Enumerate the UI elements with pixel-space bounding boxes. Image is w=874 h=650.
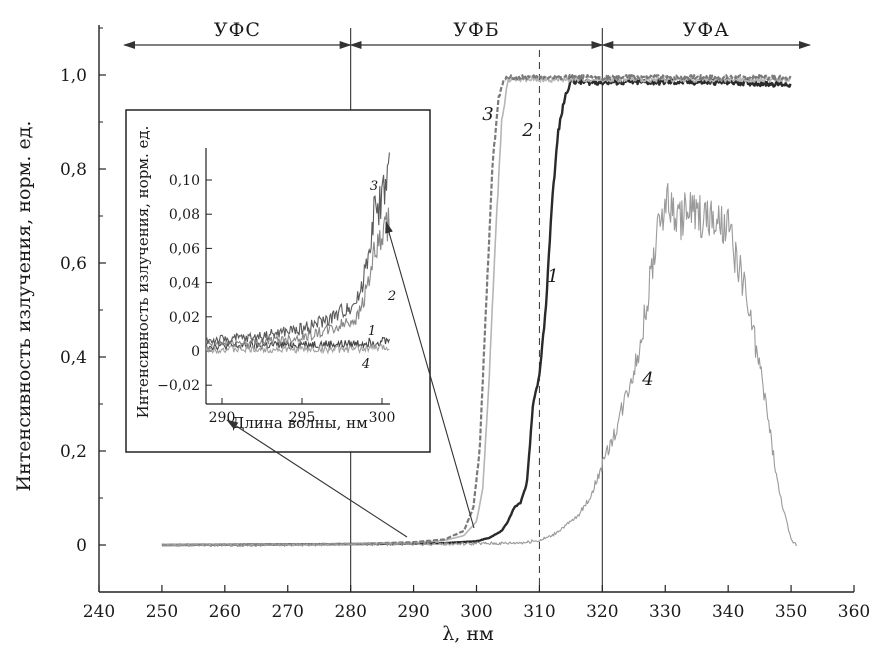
- region-label: УФБ: [453, 19, 499, 41]
- inset-y-axis-title: Интенсивность излучения, норм. ед.: [134, 126, 152, 419]
- inset-x-axis-title: Длина волны, нм: [232, 414, 368, 432]
- region-label: УФА: [683, 19, 730, 41]
- inset-series-4-label: 4: [361, 357, 370, 372]
- inset-series-3-line: [206, 152, 390, 346]
- y-tick-label: 0,4: [60, 348, 87, 368]
- series-1-label: 1: [547, 266, 558, 287]
- axes: 240 250 260 270 280 290 300 310 320 330 340 350 3600…: [60, 27, 870, 622]
- x-tick-label: 350: [775, 602, 807, 622]
- inset-x-tick-label: 295: [289, 410, 316, 426]
- inset-y-tick-label: 0,04: [169, 276, 200, 292]
- inset-series-2-line: [206, 207, 390, 350]
- series-4-label: 4: [641, 369, 653, 390]
- inset-series-2-label: 2: [387, 289, 396, 304]
- x-tick-label: 280: [334, 602, 366, 622]
- x-tick-label: 340: [712, 602, 744, 622]
- x-tick-label: 330: [649, 602, 681, 622]
- inset-y-tick-label: 0,10: [169, 173, 200, 189]
- inset-y-tick-label: −0,02: [157, 378, 200, 394]
- inset-frame: [125, 109, 431, 453]
- pointer-arrow-to-inset-axis: [226, 419, 408, 538]
- x-tick-label: 260: [209, 602, 241, 622]
- x-tick-label: 250: [146, 602, 178, 622]
- y-tick-label: 0,2: [60, 442, 87, 462]
- x-tick-label: 290: [397, 602, 429, 622]
- x-axis-title: λ, нм: [442, 623, 494, 645]
- series-4-line: [161, 183, 798, 548]
- x-tick-label: 300: [460, 602, 492, 622]
- inset-y-tick-label: 0,06: [169, 241, 200, 257]
- inset-pointer-arrows: [226, 221, 475, 538]
- series-layer: [161, 73, 798, 548]
- y-tick-label: 0,6: [60, 254, 87, 274]
- y-tick-label: 1,0: [60, 66, 87, 86]
- inset-y-tick-label: 0,08: [169, 207, 200, 223]
- y-tick-label: 0: [76, 536, 87, 556]
- region-label: УФС: [214, 19, 261, 41]
- x-tick-label: 270: [272, 602, 304, 622]
- series-2-label: 2: [521, 120, 533, 141]
- inset-x-tick-label: 300: [369, 410, 396, 426]
- pointer-arrow-to-inset-curves: [385, 221, 475, 529]
- y-axis-title: Интенсивность излучения, норм. ед.: [13, 121, 35, 492]
- y-tick-label: 0,8: [60, 160, 87, 180]
- series-3-label: 3: [482, 104, 493, 125]
- x-tick-label: 240: [83, 602, 115, 622]
- inset-y-tick-label: 0,02: [169, 310, 200, 326]
- inset-series-1-label: 1: [368, 324, 376, 339]
- inset-series-3-label: 3: [370, 179, 378, 194]
- x-tick-label: 320: [586, 602, 618, 622]
- x-tick-label: 360: [838, 602, 870, 622]
- inset-series-4-line: [206, 342, 390, 355]
- inset-series-layer: [206, 152, 390, 355]
- inset-y-tick-label: 0: [191, 344, 200, 360]
- x-tick-label: 310: [523, 602, 555, 622]
